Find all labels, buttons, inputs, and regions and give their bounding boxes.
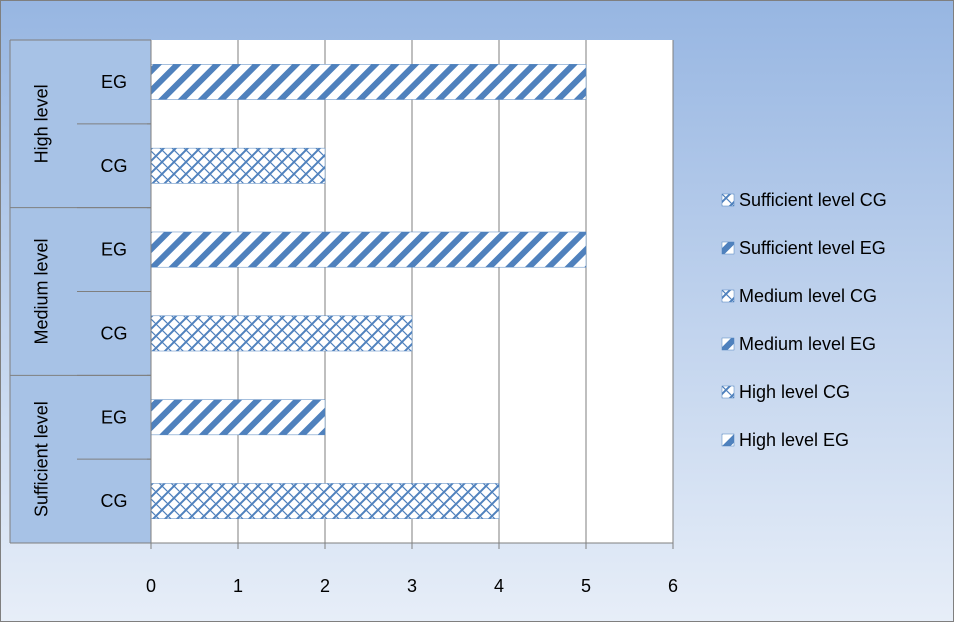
- subcategory-label-high-level-eg: EG: [101, 72, 127, 92]
- legend: Sufficient level CG Sufficient level EG Me…: [721, 190, 887, 450]
- legend-swatch-high-level-eg: [721, 433, 735, 447]
- x-tick-label-6: 6: [668, 576, 678, 596]
- x-axis: 0 1 2 3 4 5 6: [146, 39, 678, 596]
- x-tick-label-5: 5: [581, 576, 591, 596]
- bar-medium-level-eg: [150, 231, 587, 268]
- x-tick-label-1: 1: [233, 576, 243, 596]
- legend-label-sufficient-level-cg: Sufficient level CG: [739, 190, 887, 210]
- bar-medium-level-cg: [150, 315, 413, 352]
- group-label-medium-level: Medium level: [32, 238, 52, 344]
- subcategory-label-medium-level-cg: CG: [101, 323, 128, 343]
- x-tick-label-3: 3: [407, 576, 417, 596]
- legend-label-high-level-eg: High level EG: [739, 430, 849, 450]
- category-axis: CG EG Sufficient level CG EG Medium level CG EG…: [9, 39, 152, 544]
- x-tick-label-4: 4: [494, 576, 504, 596]
- legend-label-medium-level-eg: Medium level EG: [739, 334, 876, 354]
- x-tick-label-2: 2: [320, 576, 330, 596]
- legend-label-sufficient-level-eg: Sufficient level EG: [739, 238, 886, 258]
- bar-sufficient-level-cg: [150, 483, 500, 519]
- legend-swatch-sufficient-level-eg: [721, 241, 735, 255]
- legend-swatch-medium-level-cg: [721, 289, 735, 303]
- legend-swatch-sufficient-level-cg: [721, 193, 735, 207]
- group-label-sufficient-level: Sufficient level: [32, 401, 52, 517]
- bar-high-level-eg: [150, 64, 587, 100]
- legend-swatch-medium-level-eg: [721, 337, 735, 351]
- subcategory-label-high-level-cg: CG: [101, 156, 128, 176]
- legend-label-high-level-cg: High level CG: [739, 382, 850, 402]
- plot-area: [150, 40, 674, 543]
- subcategory-label-medium-level-eg: EG: [101, 240, 127, 260]
- legend-label-medium-level-cg: Medium level CG: [739, 286, 877, 306]
- subcategory-label-sufficient-level-eg: EG: [101, 407, 127, 427]
- x-tick-label-0: 0: [146, 576, 156, 596]
- subcategory-label-sufficient-level-cg: CG: [101, 491, 128, 511]
- bar-sufficient-level-eg: [150, 399, 326, 436]
- legend-swatch-high-level-cg: [721, 385, 735, 399]
- bar-high-level-cg: [150, 147, 326, 184]
- group-label-high-level: High level: [32, 84, 52, 163]
